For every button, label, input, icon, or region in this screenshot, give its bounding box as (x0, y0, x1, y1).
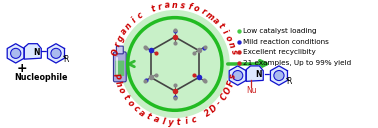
Point (235, 41, 242, 43)
Text: i: i (130, 16, 138, 25)
Point (148, 49, 154, 51)
Text: t: t (216, 22, 225, 30)
Text: -: - (215, 99, 224, 107)
Text: t: t (121, 93, 130, 101)
Text: Nucleophile: Nucleophile (14, 73, 68, 82)
Text: y: y (168, 118, 174, 127)
Point (172, 42, 178, 44)
Text: g: g (116, 33, 126, 42)
Text: P: P (111, 72, 121, 80)
Text: s: s (229, 73, 239, 79)
Polygon shape (229, 66, 246, 85)
Text: o: o (116, 86, 127, 95)
Point (172, 36, 178, 38)
Text: R: R (63, 55, 68, 64)
Text: n: n (124, 21, 135, 31)
Circle shape (51, 48, 61, 58)
Point (201, 47, 207, 49)
Point (235, 30, 242, 32)
Text: 21 examples, Up to 99% yield: 21 examples, Up to 99% yield (243, 60, 351, 66)
Text: n: n (172, 1, 178, 10)
Text: O: O (111, 47, 121, 56)
Point (196, 49, 202, 51)
Text: s: s (179, 1, 185, 10)
Text: R: R (286, 77, 291, 86)
Polygon shape (270, 66, 287, 85)
Point (143, 79, 149, 81)
Text: a: a (137, 108, 147, 118)
Text: r: r (157, 2, 163, 12)
Point (235, 62, 242, 64)
Polygon shape (24, 44, 41, 59)
Point (201, 46, 208, 48)
Polygon shape (48, 44, 65, 63)
Text: N: N (255, 70, 262, 79)
Text: N: N (33, 48, 40, 57)
Circle shape (120, 10, 230, 118)
Polygon shape (246, 66, 263, 81)
Circle shape (232, 71, 243, 81)
Text: a: a (152, 115, 160, 125)
Text: D: D (209, 103, 220, 114)
Text: c: c (131, 104, 140, 113)
FancyBboxPatch shape (115, 61, 124, 76)
Point (191, 52, 197, 54)
Text: f: f (187, 2, 192, 12)
Point (172, 97, 178, 99)
Point (142, 80, 148, 82)
Point (142, 46, 148, 48)
Point (153, 52, 159, 54)
Text: Mild reaction conditions: Mild reaction conditions (243, 39, 328, 45)
Text: Nu: Nu (246, 86, 257, 95)
Point (172, 90, 178, 92)
Point (235, 51, 242, 53)
Text: o: o (223, 34, 234, 42)
Point (172, 29, 178, 31)
Text: i: i (220, 28, 229, 35)
Text: m: m (204, 10, 215, 22)
Text: n: n (226, 41, 237, 49)
Text: c: c (190, 115, 198, 125)
Text: o: o (125, 98, 135, 108)
Text: s: s (229, 49, 239, 55)
Point (201, 79, 207, 81)
Text: a: a (210, 15, 220, 26)
Text: h: h (113, 79, 124, 88)
Text: a: a (119, 27, 130, 36)
Point (148, 76, 154, 78)
Point (172, 30, 178, 32)
Text: C: C (219, 92, 230, 102)
Text: O: O (223, 86, 234, 96)
Text: c: c (136, 11, 145, 21)
Text: l: l (161, 117, 166, 126)
Text: Excellent recyclibity: Excellent recyclibity (243, 49, 315, 55)
Point (201, 80, 208, 82)
Circle shape (11, 48, 21, 58)
Point (143, 47, 149, 49)
Circle shape (274, 71, 284, 81)
Point (172, 96, 178, 98)
Point (172, 84, 178, 86)
Point (191, 74, 197, 76)
Polygon shape (7, 44, 24, 63)
Point (196, 76, 202, 78)
FancyBboxPatch shape (116, 46, 123, 54)
Text: 2: 2 (203, 108, 213, 118)
Text: t: t (150, 4, 156, 14)
Text: +: + (16, 62, 27, 75)
Text: F: F (226, 79, 237, 88)
Text: t: t (177, 118, 181, 127)
Text: a: a (164, 1, 170, 10)
Text: i: i (184, 117, 189, 126)
Text: o: o (192, 4, 201, 14)
Text: r: r (113, 41, 123, 48)
Point (153, 74, 159, 76)
FancyBboxPatch shape (113, 52, 126, 82)
Text: Low catalyst loading: Low catalyst loading (243, 28, 316, 34)
Text: t: t (145, 112, 152, 122)
Text: r: r (200, 7, 207, 17)
